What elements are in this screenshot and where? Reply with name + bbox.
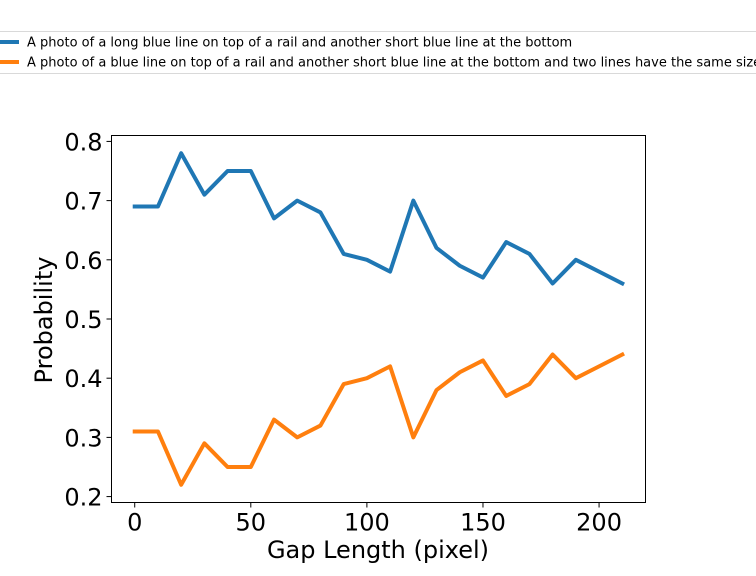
x-tick-label: 150 [460, 509, 506, 537]
x-tick-label: 200 [576, 509, 622, 537]
plot-area-frame [111, 135, 646, 503]
y-tick-label: 0.7 [64, 188, 102, 216]
series-line-2 [132, 351, 625, 487]
series-lines [132, 151, 625, 487]
y-tick-label: 0.5 [64, 306, 102, 334]
y-tick-label: 0.3 [64, 424, 102, 452]
x-axis-ticks: 0 50 100 150 200 [127, 502, 622, 537]
y-tick-label: 0.8 [64, 128, 102, 156]
y-axis-ticks: 0.2 0.3 0.4 0.5 0.6 0.7 0.8 [64, 128, 112, 512]
legend-label-series-2: A photo of a blue line on top of a rail … [27, 56, 756, 71]
y-axis-label: Probability [30, 257, 58, 384]
x-axis-label: Gap Length (pixel) [267, 536, 489, 564]
x-tick-label: 100 [344, 509, 390, 537]
y-tick-label: 0.4 [64, 365, 102, 393]
legend: A photo of a long blue line on top of a … [0, 31, 756, 74]
x-tick-label: 50 [236, 509, 267, 537]
legend-label-series-1: A photo of a long blue line on top of a … [27, 36, 572, 51]
y-tick-label: 0.6 [64, 247, 102, 275]
y-tick-label: 0.2 [64, 484, 102, 512]
series-line-1 [132, 151, 625, 287]
x-tick-label: 0 [127, 509, 142, 537]
